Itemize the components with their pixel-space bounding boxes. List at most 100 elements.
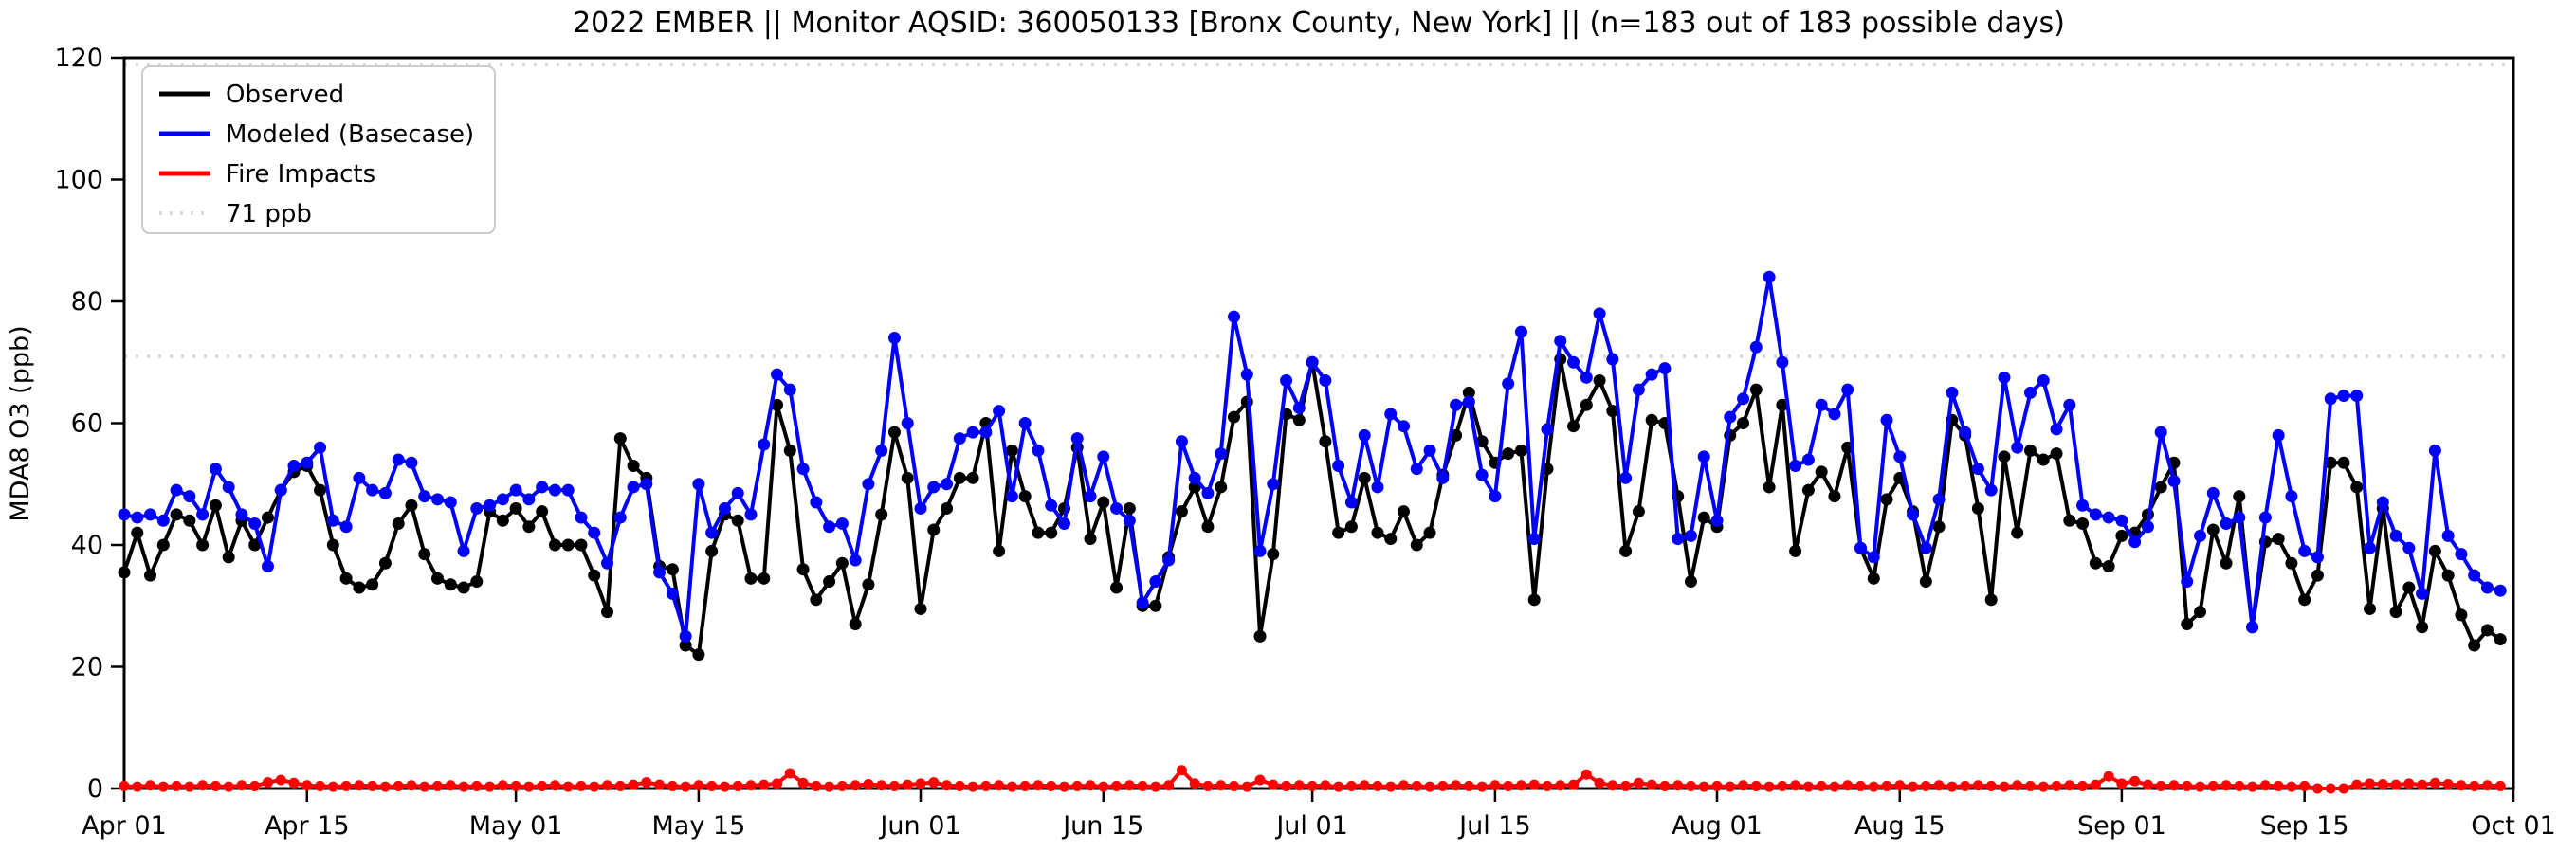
- fire-impacts-point: [575, 780, 587, 791]
- modeled-basecase-point: [536, 481, 549, 494]
- observed-point: [2337, 456, 2350, 469]
- fire-impacts-point: [2155, 780, 2166, 791]
- fire-impacts-point: [223, 781, 234, 792]
- fire-impacts-point: [1489, 780, 1501, 791]
- modeled-basecase-point: [823, 520, 836, 534]
- modeled-basecase-point: [2364, 541, 2377, 554]
- modeled-basecase-point: [810, 496, 823, 509]
- modeled-basecase-point: [1854, 541, 1867, 554]
- observed-point: [1018, 490, 1032, 503]
- modeled-basecase-point: [993, 405, 1006, 418]
- observed-point: [2089, 556, 2102, 570]
- fire-impacts-point: [1555, 780, 1566, 791]
- modeled-basecase-point: [2011, 441, 2024, 454]
- fire-impacts-point: [379, 781, 391, 792]
- modeled-basecase-point: [575, 511, 588, 524]
- modeled-basecase-point: [1776, 355, 1789, 369]
- fire-impacts-point: [967, 781, 978, 792]
- fire-impacts-point: [1032, 780, 1044, 791]
- observed-point: [2206, 523, 2220, 536]
- observed-point: [783, 444, 796, 457]
- fire-impacts-point: [1711, 780, 1723, 791]
- modeled-basecase-point: [1919, 541, 1932, 554]
- fire-impacts-point: [641, 777, 652, 789]
- fire-impacts-point: [1960, 780, 1971, 791]
- observed-point: [1123, 501, 1136, 515]
- observed-point: [2494, 633, 2507, 646]
- modeled-basecase-point: [1227, 310, 1240, 323]
- observed-point: [183, 514, 196, 527]
- modeled-basecase-point: [1710, 514, 1724, 527]
- modeled-basecase-point: [2220, 517, 2233, 531]
- modeled-basecase-point: [353, 471, 366, 484]
- fire-impacts-point: [2024, 780, 2036, 791]
- observed-point: [1619, 544, 1633, 557]
- fire-impacts-point: [1816, 780, 1827, 791]
- fire-impacts-point: [1228, 780, 1239, 791]
- modeled-basecase-point: [1475, 468, 1489, 481]
- fire-impacts-point: [1829, 781, 1840, 792]
- legend-item-fire: Fire Impacts: [159, 160, 375, 189]
- y-tick-label: 60: [71, 409, 103, 439]
- modeled-basecase-point: [1018, 417, 1032, 429]
- modeled-basecase-point: [2023, 386, 2037, 399]
- legend-label-modeled: Modeled (Basecase): [226, 120, 474, 149]
- observed-point: [1319, 435, 1332, 448]
- legend-label-threshold: 71 ppb: [226, 200, 312, 228]
- modeled-basecase-point: [1554, 335, 1567, 348]
- modeled-basecase-point: [2194, 529, 2207, 542]
- observed-point: [1684, 575, 1697, 589]
- fire-impacts-point: [445, 780, 456, 791]
- modeled-basecase-point: [170, 483, 183, 497]
- modeled-basecase-point: [1436, 471, 1450, 484]
- modeled-basecase-point: [1344, 496, 1358, 509]
- fire-impacts-point: [1542, 780, 1553, 791]
- fire-impacts-point: [2286, 781, 2297, 792]
- y-tick-label: 80: [71, 287, 103, 317]
- fire-impacts-point: [2365, 778, 2376, 789]
- observed-point: [2350, 481, 2364, 494]
- observed-point: [2416, 621, 2429, 634]
- observed-point: [2364, 602, 2377, 615]
- fire-impacts-point: [262, 777, 273, 789]
- fire-impacts-point: [784, 768, 795, 779]
- fire-impacts-point: [745, 780, 757, 791]
- modeled-basecase-point: [1201, 486, 1215, 499]
- modeled-basecase-point: [2494, 584, 2507, 597]
- modeled-basecase-point: [1880, 413, 1893, 426]
- fire-impacts-point: [210, 780, 221, 791]
- fire-impacts-point: [2142, 779, 2153, 790]
- modeled-basecase-point: [2416, 587, 2429, 600]
- fire-impacts-point: [1150, 781, 1161, 792]
- fire-impacts-point: [1306, 780, 1318, 791]
- fire-impacts-point: [1046, 780, 1057, 791]
- modeled-basecase-point: [522, 493, 536, 506]
- modeled-basecase-point: [2050, 423, 2063, 436]
- observed-point: [613, 432, 627, 445]
- modeled-basecase-point: [1110, 501, 1124, 515]
- x-tick-label: May 01: [469, 811, 563, 841]
- observed-point: [1828, 490, 1841, 503]
- modeled-basecase-point: [1306, 355, 1319, 369]
- modeled-basecase-point: [1398, 420, 1411, 433]
- modeled-basecase-point: [261, 559, 274, 572]
- modeled-basecase-point: [287, 459, 301, 472]
- modeled-basecase-point: [2233, 511, 2246, 524]
- modeled-basecase-point: [548, 483, 561, 497]
- fire-impacts-point: [2037, 781, 2049, 792]
- modeled-basecase-point: [1240, 368, 1253, 381]
- modeled-basecase-point: [758, 438, 771, 451]
- modeled-basecase-point: [326, 514, 339, 527]
- fire-impacts-point: [340, 780, 352, 791]
- x-tick-label: Sep 15: [2260, 811, 2349, 841]
- observed-point: [1267, 548, 1280, 561]
- x-tick-label: Oct 01: [2471, 811, 2556, 841]
- observed-point: [953, 471, 966, 484]
- observed-point: [522, 520, 536, 534]
- modeled-basecase-point: [862, 478, 875, 491]
- modeled-basecase-point: [731, 486, 744, 499]
- fire-impacts-point: [1972, 780, 1983, 791]
- modeled-basecase-point: [196, 508, 210, 521]
- observed-point: [1110, 581, 1124, 594]
- modeled-basecase-point: [1749, 340, 1763, 354]
